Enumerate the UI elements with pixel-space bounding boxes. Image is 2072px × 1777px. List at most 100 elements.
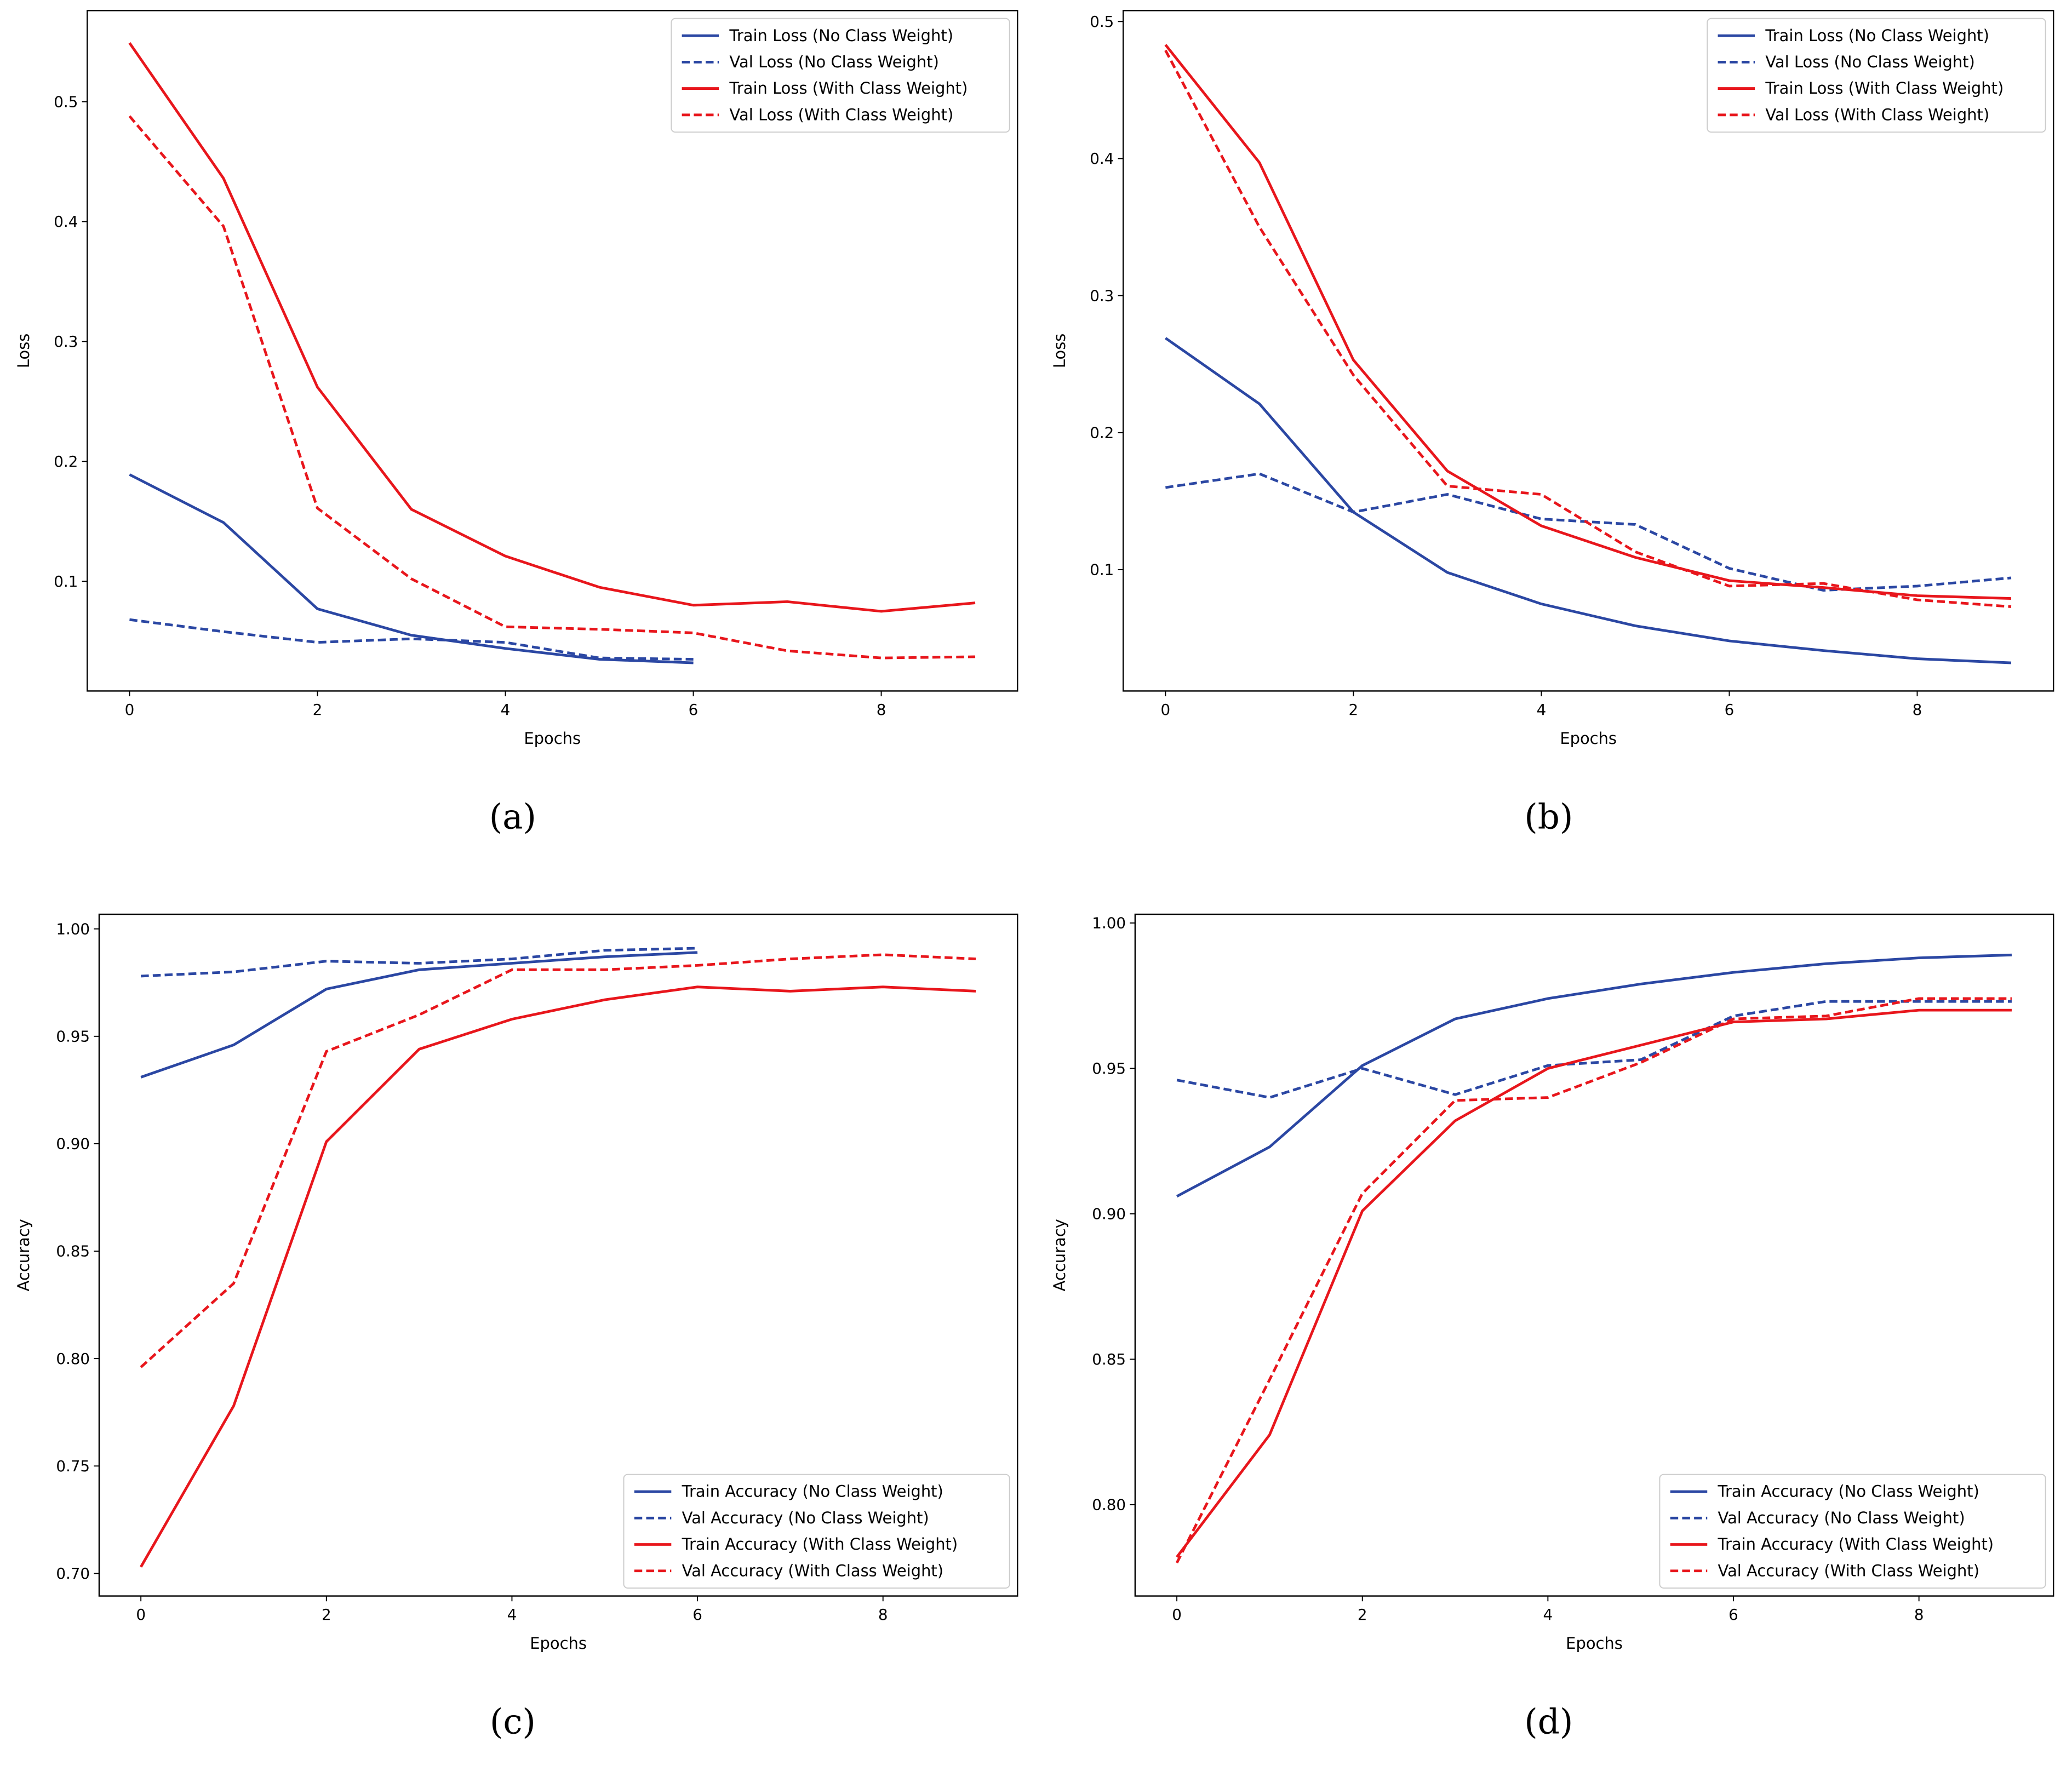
y-tick-label: 0.85 (56, 1242, 90, 1260)
x-tick-label: 8 (1913, 701, 1922, 719)
y-axis-label: Loss (1050, 334, 1069, 368)
x-tick-label: 2 (1349, 701, 1359, 719)
legend-entry: Train Accuracy (No Class Weight) (682, 1482, 943, 1501)
y-tick-label: 0.4 (54, 213, 78, 231)
legend-entry: Val Accuracy (With Class Weight) (682, 1561, 943, 1580)
legend: Train Accuracy (No Class Weight) Val Accu… (623, 1474, 1010, 1589)
legend-entry: Train Accuracy (With Class Weight) (1718, 1535, 1994, 1554)
x-tick-label: 0 (1161, 701, 1171, 719)
legend: Train Loss (No Class Weight) Val Loss (No… (1707, 18, 2046, 133)
legend-entry: Train Loss (With Class Weight) (1765, 79, 2004, 98)
y-tick-label: 0.80 (1092, 1496, 1126, 1514)
series-line (141, 947, 698, 978)
y-tick-label: 0.70 (56, 1564, 90, 1583)
y-tick-label: 1.00 (56, 920, 90, 938)
y-axis-label: Accuracy (1050, 1219, 1069, 1291)
axes-frame (1122, 10, 2054, 692)
y-tick-label: 0.95 (1092, 1059, 1126, 1077)
legend-entry: Val Loss (With Class Weight) (729, 105, 953, 124)
subfigure-caption: (b) (1524, 796, 1573, 836)
series-line (128, 115, 976, 660)
y-tick-label: 0.5 (54, 93, 78, 111)
y-axis-label: Loss (14, 334, 33, 368)
subfigure-caption: (c) (490, 1701, 536, 1741)
subfigure-caption: (a) (489, 796, 536, 836)
legend-entry: Train Accuracy (With Class Weight) (682, 1535, 958, 1554)
y-tick-label: 0.2 (54, 452, 78, 471)
y-tick-label: 0.1 (1090, 561, 1114, 579)
legend-entry: Val Loss (With Class Weight) (1765, 105, 1989, 124)
legend-box (623, 1474, 1010, 1589)
x-tick-label: 6 (689, 701, 699, 719)
series-line (1164, 49, 2012, 608)
chart-panel-d: 0 2 4 6 8 0.80 0.85 0.90 0.95 1.00 Epochs Accuracy T… (1050, 913, 2054, 1741)
x-tick-label: 8 (877, 701, 886, 719)
legend: Train Accuracy (No Class Weight) Val Accu… (1659, 1474, 2046, 1589)
legend-entry: Train Loss (With Class Weight) (729, 79, 968, 98)
chart-panel-b: 0 2 4 6 8 0.1 0.2 0.3 0.4 0.5 Epochs Loss Train Loss… (1050, 10, 2054, 836)
x-tick-label: 0 (125, 701, 135, 719)
chart-panel-a: 0 2 4 6 8 0.1 0.2 0.3 0.4 0.5 Epochs Loss Train Loss… (14, 10, 1018, 836)
y-axis-label: Accuracy (14, 1219, 33, 1291)
x-tick-label: 4 (1537, 701, 1547, 719)
y-tick-label: 0.1 (54, 572, 78, 591)
chart-panel-c: 0 2 4 6 8 0.70 0.75 0.80 0.85 0.90 0.95 1.00 Epochs A… (14, 913, 1018, 1741)
legend-entry: Val Loss (No Class Weight) (1765, 53, 1974, 71)
x-axis-label: Epochs (530, 1634, 587, 1653)
legend-entry: Val Accuracy (No Class Weight) (1718, 1509, 1965, 1527)
legend-box (1659, 1474, 2046, 1589)
x-tick-label: 0 (1172, 1606, 1182, 1624)
series-line (129, 473, 694, 664)
x-tick-label: 2 (322, 1606, 331, 1624)
legend-box (671, 18, 1010, 133)
y-tick-label: 0.2 (1090, 423, 1114, 442)
series-line (140, 951, 698, 1079)
legend-entry: Val Accuracy (No Class Weight) (682, 1509, 929, 1527)
x-tick-label: 4 (501, 701, 511, 719)
series-line (1164, 337, 2012, 664)
series-line (1176, 1000, 2012, 1099)
series-line (140, 985, 976, 1568)
x-tick-label: 4 (507, 1606, 517, 1624)
legend-entry: Train Loss (No Class Weight) (1765, 26, 1989, 45)
y-tick-label: 0.5 (1090, 13, 1114, 31)
x-tick-label: 6 (1728, 1606, 1738, 1624)
series-line (129, 618, 694, 661)
x-tick-label: 8 (1914, 1606, 1924, 1624)
x-axis-label: Epochs (524, 729, 581, 748)
y-tick-label: 0.75 (56, 1457, 90, 1475)
legend-entry: Val Loss (No Class Weight) (729, 53, 938, 71)
x-tick-label: 4 (1543, 1606, 1553, 1624)
y-tick-label: 0.3 (54, 333, 78, 351)
x-tick-label: 6 (692, 1606, 702, 1624)
series-line (1165, 472, 2012, 592)
legend-entry: Train Loss (No Class Weight) (729, 26, 953, 45)
x-axis-label: Epochs (1566, 1634, 1623, 1653)
series-line (1175, 997, 2012, 1564)
y-tick-label: 0.4 (1090, 150, 1114, 168)
x-tick-label: 2 (1358, 1606, 1367, 1624)
x-tick-label: 8 (878, 1606, 888, 1624)
y-tick-label: 0.85 (1092, 1350, 1126, 1368)
y-tick-label: 0.3 (1090, 286, 1114, 305)
series-line (1176, 953, 2012, 1198)
series-line (128, 42, 976, 613)
legend-box (1707, 18, 2046, 133)
axes-frame (1134, 913, 2054, 1597)
series-line (1176, 1008, 2012, 1558)
y-tick-label: 0.90 (1092, 1205, 1126, 1223)
y-tick-label: 1.00 (1092, 914, 1126, 932)
x-tick-label: 6 (1725, 701, 1735, 719)
legend-entry: Val Accuracy (With Class Weight) (1718, 1561, 1979, 1580)
legend: Train Loss (No Class Weight) Val Loss (No… (671, 18, 1010, 133)
y-tick-label: 0.90 (56, 1135, 90, 1153)
x-axis-label: Epochs (1560, 729, 1617, 748)
axes-frame (87, 10, 1018, 692)
axes-frame (98, 913, 1018, 1597)
series-line (140, 953, 976, 1368)
y-tick-label: 0.80 (56, 1350, 90, 1368)
y-tick-label: 0.95 (56, 1027, 90, 1045)
x-tick-label: 0 (136, 1606, 146, 1624)
legend-entry: Train Accuracy (No Class Weight) (1718, 1482, 1979, 1501)
